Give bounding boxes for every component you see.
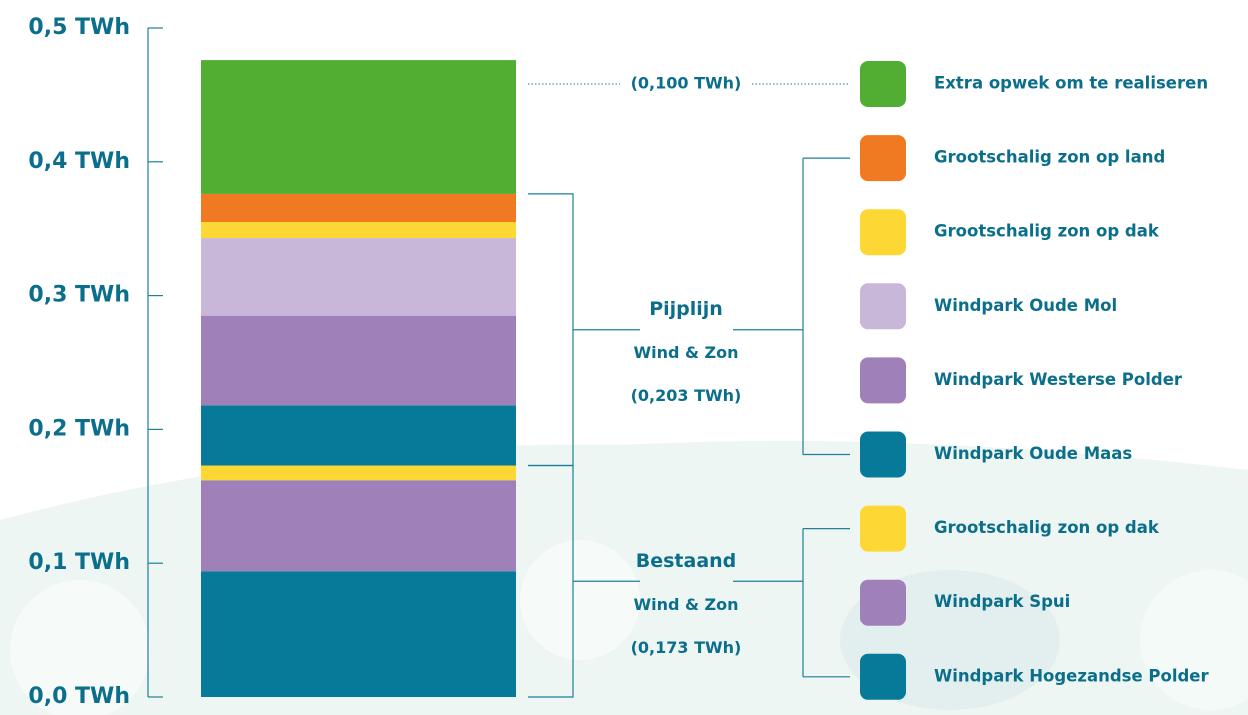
legend-label: Windpark Spui (934, 592, 1070, 611)
legend-label: Grootschalig zon op land (934, 148, 1165, 167)
legend-label: Windpark Oude Mol (934, 296, 1117, 315)
legend-label: Windpark Hogezandse Polder (934, 666, 1209, 685)
legend-swatch (860, 209, 906, 256)
legend-swatch (860, 61, 906, 107)
data-label: (0,100 TWh) (631, 74, 742, 93)
group-subtitle: Wind & Zon (633, 343, 738, 362)
legend-label: Grootschalig zon op dak (934, 518, 1160, 537)
bar-segment (201, 222, 516, 239)
legend-swatch (860, 357, 906, 404)
legend-label: Windpark Oude Maas (934, 444, 1132, 463)
group-total: (0,173 TWh) (631, 638, 742, 657)
y-tick-label: 0,0 TWh (28, 684, 130, 709)
legend-swatch (860, 653, 906, 700)
legend-swatch (860, 283, 906, 330)
group-name: Bestaand (636, 550, 737, 572)
bracket (528, 193, 640, 467)
legend-swatch (860, 431, 906, 478)
bar-segment (201, 60, 516, 194)
legend-swatch (860, 505, 906, 552)
legend-label: Grootschalig zon op dak (934, 222, 1160, 241)
legend-connector (733, 157, 850, 456)
legend-swatch (860, 135, 906, 182)
legend-label: Extra opwek om te realiseren (934, 74, 1208, 93)
group-total: (0,203 TWh) (631, 386, 742, 405)
group-name: Pijplijn (649, 298, 723, 320)
legend-label: Windpark Westerse Polder (934, 370, 1183, 389)
bar-segment (201, 315, 516, 406)
legend-connector (733, 528, 850, 678)
bar-segment (201, 193, 516, 223)
bar-segment (201, 571, 516, 697)
bar-segment (201, 480, 516, 572)
bar-segment (201, 465, 516, 481)
y-tick-label: 0,2 TWh (28, 416, 130, 441)
bar-segment (201, 238, 516, 316)
y-tick-label: 0,1 TWh (28, 550, 130, 575)
y-tick-label: 0,5 TWh (28, 15, 130, 40)
legend-swatch (860, 579, 906, 626)
group-subtitle: Wind & Zon (633, 595, 738, 614)
bar-segment (201, 405, 516, 466)
y-tick-label: 0,4 TWh (28, 149, 130, 174)
y-tick-label: 0,3 TWh (28, 283, 130, 308)
